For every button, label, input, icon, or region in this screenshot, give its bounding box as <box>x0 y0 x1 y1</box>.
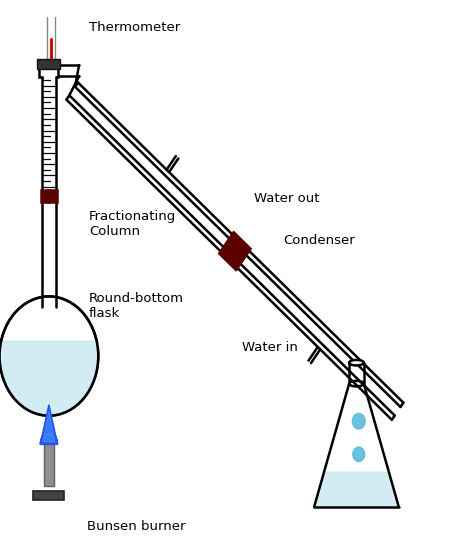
Polygon shape <box>43 411 55 442</box>
Bar <box>33 491 64 500</box>
Text: Thermometer: Thermometer <box>89 21 181 34</box>
Text: Round-bottom
flask: Round-bottom flask <box>89 293 184 320</box>
Polygon shape <box>0 341 98 416</box>
Text: Fractionating
Column: Fractionating Column <box>89 210 176 237</box>
Text: Bunsen burner: Bunsen burner <box>87 520 186 533</box>
Polygon shape <box>353 447 365 461</box>
Bar <box>44 444 54 486</box>
Polygon shape <box>314 473 399 507</box>
Circle shape <box>0 296 98 416</box>
Text: Water in: Water in <box>242 341 298 354</box>
Polygon shape <box>352 413 365 429</box>
Text: Water out: Water out <box>254 192 319 205</box>
Ellipse shape <box>349 360 364 365</box>
Bar <box>41 190 49 202</box>
Text: Condenser: Condenser <box>283 233 355 247</box>
Polygon shape <box>218 231 251 271</box>
Bar <box>37 59 60 69</box>
Polygon shape <box>40 405 58 444</box>
Bar <box>48 190 57 202</box>
